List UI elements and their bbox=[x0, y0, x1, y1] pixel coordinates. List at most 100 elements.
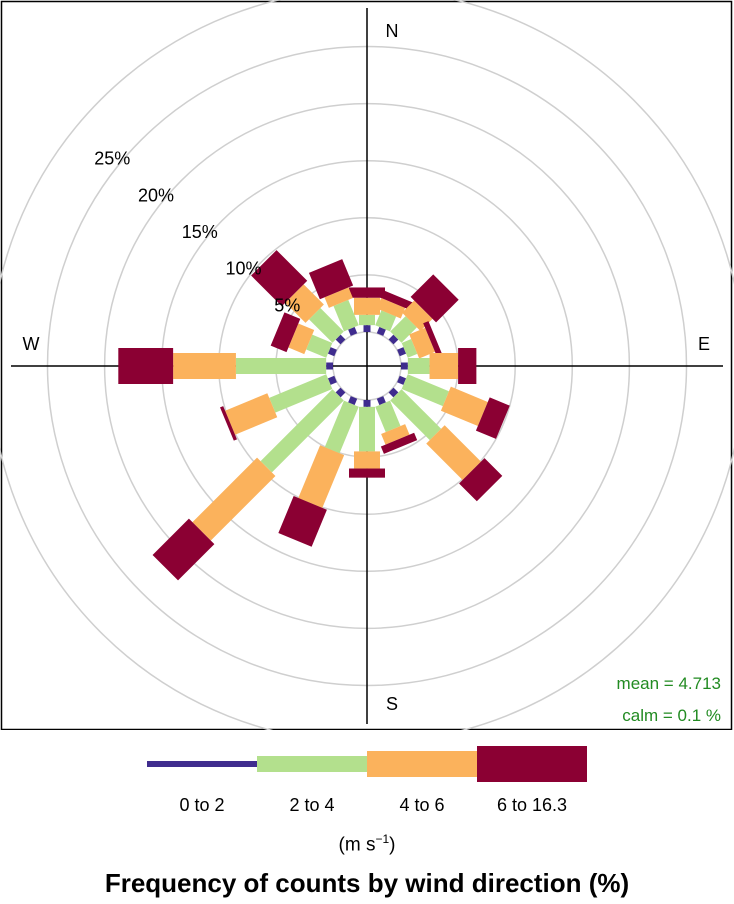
petal-segment bbox=[327, 375, 337, 385]
petal-segment bbox=[401, 374, 449, 407]
legend-swatch bbox=[257, 756, 367, 772]
petal-SW bbox=[152, 387, 346, 581]
petal-segment bbox=[380, 432, 418, 454]
petal-WSW bbox=[220, 374, 337, 441]
petal-NNE bbox=[375, 288, 413, 336]
petal-segment bbox=[118, 348, 174, 384]
petal-segment bbox=[407, 358, 430, 374]
petal-segment bbox=[348, 326, 358, 336]
petal-segment bbox=[306, 334, 333, 358]
petal-ENE bbox=[397, 321, 443, 359]
petal-segment bbox=[326, 362, 334, 370]
legend-swatch bbox=[147, 761, 257, 767]
petal-segment bbox=[375, 400, 401, 433]
legend-swatch bbox=[477, 746, 587, 782]
petal-SSW bbox=[278, 396, 359, 547]
petal-segment bbox=[409, 327, 436, 359]
petal-segment bbox=[309, 308, 344, 343]
petal-segment bbox=[390, 389, 442, 441]
petal-segment bbox=[308, 259, 354, 300]
petal-segment bbox=[152, 518, 215, 581]
petal-segment bbox=[225, 393, 278, 435]
chart-title: Frequency of counts by wind direction (%… bbox=[104, 868, 630, 898]
petals bbox=[118, 250, 510, 581]
radial-tick-label: 5% bbox=[274, 295, 300, 315]
legend-label: 4 to 6 bbox=[399, 795, 444, 815]
petal-segment bbox=[376, 396, 386, 406]
petal-E bbox=[400, 348, 477, 384]
petal-segment bbox=[349, 287, 385, 298]
petal-segment bbox=[220, 406, 237, 441]
petal-ESE bbox=[397, 374, 510, 439]
units-end: ) bbox=[389, 834, 396, 856]
petal-segment bbox=[376, 288, 413, 310]
petal-segment bbox=[349, 468, 385, 478]
petal-S bbox=[349, 400, 385, 478]
petal-segment bbox=[173, 353, 236, 379]
petal-segment bbox=[354, 451, 380, 469]
petal-segment bbox=[423, 321, 443, 357]
radial-tick-label: 15% bbox=[182, 222, 218, 242]
petal-NW bbox=[251, 250, 346, 345]
petal-segment bbox=[324, 400, 359, 454]
petal-SE bbox=[388, 387, 503, 502]
petal-segment bbox=[270, 312, 301, 353]
petal-segment bbox=[401, 339, 418, 358]
radial-tick-labels: 5% 10% 15% 20% 25% bbox=[94, 149, 300, 316]
petal-segment bbox=[288, 323, 315, 355]
petal-segment bbox=[354, 297, 380, 315]
petal-segment bbox=[376, 297, 406, 319]
radial-tick-label: 25% bbox=[94, 149, 130, 169]
petal-segment bbox=[327, 347, 337, 357]
petal-segment bbox=[235, 358, 327, 374]
legend-label: 6 to 16.3 bbox=[497, 795, 567, 815]
petal-segment bbox=[363, 400, 371, 407]
petal-segment bbox=[390, 316, 417, 343]
calm-stat: calm = 0.1 % bbox=[622, 706, 721, 725]
petal-segment bbox=[278, 496, 327, 547]
petal-segment bbox=[388, 387, 399, 398]
petal-segment bbox=[359, 314, 375, 326]
petal-segment bbox=[410, 274, 459, 323]
petal-segment bbox=[269, 374, 333, 413]
petal-segment bbox=[375, 310, 397, 332]
petal-segment bbox=[363, 325, 371, 332]
speed-legend: 0 to 2 2 to 4 4 to 6 6 to 16.3 bbox=[147, 746, 587, 815]
petal-segment bbox=[426, 425, 481, 480]
petal-segment bbox=[429, 353, 459, 379]
petal-segment bbox=[397, 375, 407, 385]
legend-label: 0 to 2 bbox=[179, 795, 224, 815]
compass-label-w: W bbox=[23, 334, 40, 354]
units-exponent: −1 bbox=[375, 832, 390, 846]
petal-segment bbox=[388, 334, 399, 345]
petal-segment bbox=[335, 334, 346, 345]
radial-tick-label: 20% bbox=[138, 185, 174, 205]
petal-segment bbox=[324, 287, 353, 308]
mean-stat: mean = 4.713 bbox=[617, 674, 721, 693]
petal-segment bbox=[459, 458, 503, 502]
compass-label-e: E bbox=[698, 334, 710, 354]
petal-segment bbox=[458, 348, 477, 384]
petal-W bbox=[118, 348, 334, 384]
petal-segment bbox=[440, 386, 488, 426]
petal-segment bbox=[333, 299, 359, 332]
petal-segment bbox=[381, 424, 410, 445]
petal-segment bbox=[376, 326, 386, 336]
petal-segment bbox=[348, 396, 358, 406]
petal-segment bbox=[298, 445, 345, 508]
petal-segment bbox=[260, 389, 344, 473]
legend-swatch bbox=[367, 751, 477, 777]
petal-segment bbox=[335, 387, 346, 398]
compass-label-s: S bbox=[386, 694, 398, 714]
petal-segment bbox=[475, 397, 510, 439]
units-base: (m s bbox=[338, 834, 376, 856]
petal-segment bbox=[359, 406, 375, 452]
petal-segment bbox=[397, 347, 407, 357]
radial-tick-label: 10% bbox=[225, 259, 261, 279]
petal-WNW bbox=[270, 312, 337, 358]
petal-SSE bbox=[375, 396, 418, 454]
petal-segment bbox=[192, 457, 276, 541]
legend-units: (m s−1) bbox=[0, 832, 734, 856]
petal-segment bbox=[400, 362, 408, 370]
wind-rose-panel: 5% 10% 15% 20% 25% N S W E mean = 4.713 calm… bbox=[0, 0, 734, 730]
